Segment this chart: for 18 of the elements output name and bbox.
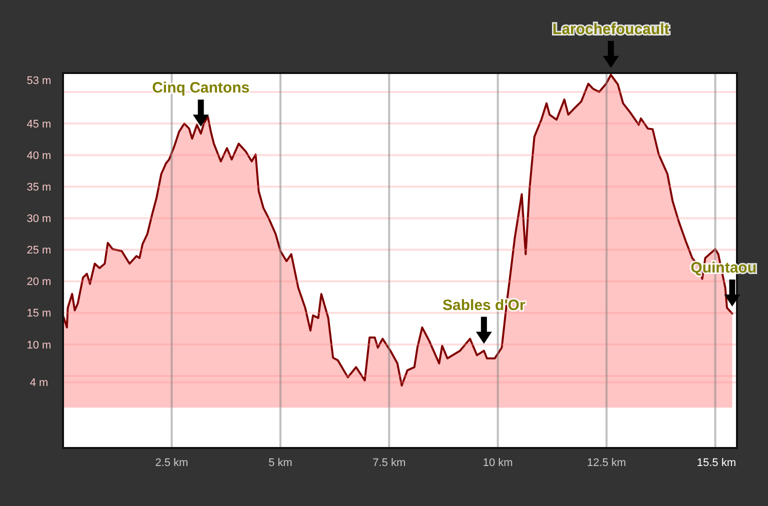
x-tick-label: 12.5 km bbox=[586, 456, 626, 469]
annotation: Larochefoucault bbox=[552, 20, 670, 38]
y-tick-label: 4 m bbox=[30, 377, 48, 390]
x-tick-label: 5 km bbox=[268, 456, 292, 469]
x-tick-label: 15.5 km bbox=[696, 456, 736, 469]
x-tick-label: 10 km bbox=[482, 456, 513, 469]
y-tick-label: 53 m bbox=[26, 74, 52, 87]
annotation: Cinq Cantons bbox=[152, 80, 250, 97]
y-tick-label: 10 m bbox=[26, 339, 52, 352]
x-tick-label: 2.5 km bbox=[155, 456, 188, 469]
x-tick-label: 7.5 km bbox=[372, 456, 406, 469]
y-tick-label: 30 m bbox=[26, 213, 52, 226]
y-tick-label: 35 m bbox=[26, 181, 52, 194]
y-tick-label: 25 m bbox=[26, 244, 52, 257]
y-tick-label: 20 m bbox=[26, 276, 52, 288]
y-tick-label: 45 m bbox=[26, 118, 52, 130]
y-tick-label: 40 m bbox=[26, 150, 52, 162]
y-tick-label: 15 m bbox=[26, 308, 52, 320]
